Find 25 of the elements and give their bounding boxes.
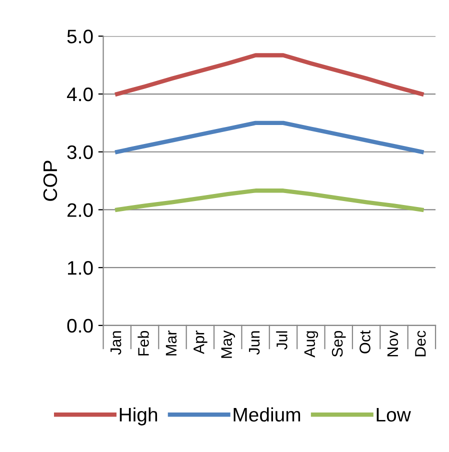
line-series xyxy=(115,188,424,212)
x-tick-label: Oct xyxy=(360,330,370,354)
x-tick-label: Jul xyxy=(276,331,288,350)
y-tick-label: 2.0 xyxy=(68,203,93,217)
x-tick-label: Apr xyxy=(194,330,208,354)
legend-label: Medium xyxy=(234,407,300,422)
x-tick-label: Aug xyxy=(304,331,318,358)
x-tick-label: Nov xyxy=(387,330,398,356)
y-tick-label: 4.0 xyxy=(66,87,93,102)
legend-label: Low xyxy=(376,408,411,422)
x-tick-label: Sep xyxy=(332,330,346,357)
line-series xyxy=(115,120,424,154)
y-axis-title: COP xyxy=(43,160,58,201)
x-tick-label: Feb xyxy=(138,330,149,356)
x-tick-label: Mar xyxy=(166,330,177,356)
y-tick-label: 5.0 xyxy=(67,30,93,44)
x-tick-label: May xyxy=(221,330,235,358)
x-tick-label: Jan xyxy=(110,331,122,355)
y-tick-label: 0.0 xyxy=(67,318,93,333)
y-tick-label: 3.0 xyxy=(67,145,93,160)
y-tick-label: 1.0 xyxy=(68,261,93,275)
x-tick-label: Dec xyxy=(415,330,426,356)
line-series xyxy=(115,53,424,96)
legend-label: High xyxy=(120,407,158,426)
x-tick-label: Jun xyxy=(248,331,260,355)
